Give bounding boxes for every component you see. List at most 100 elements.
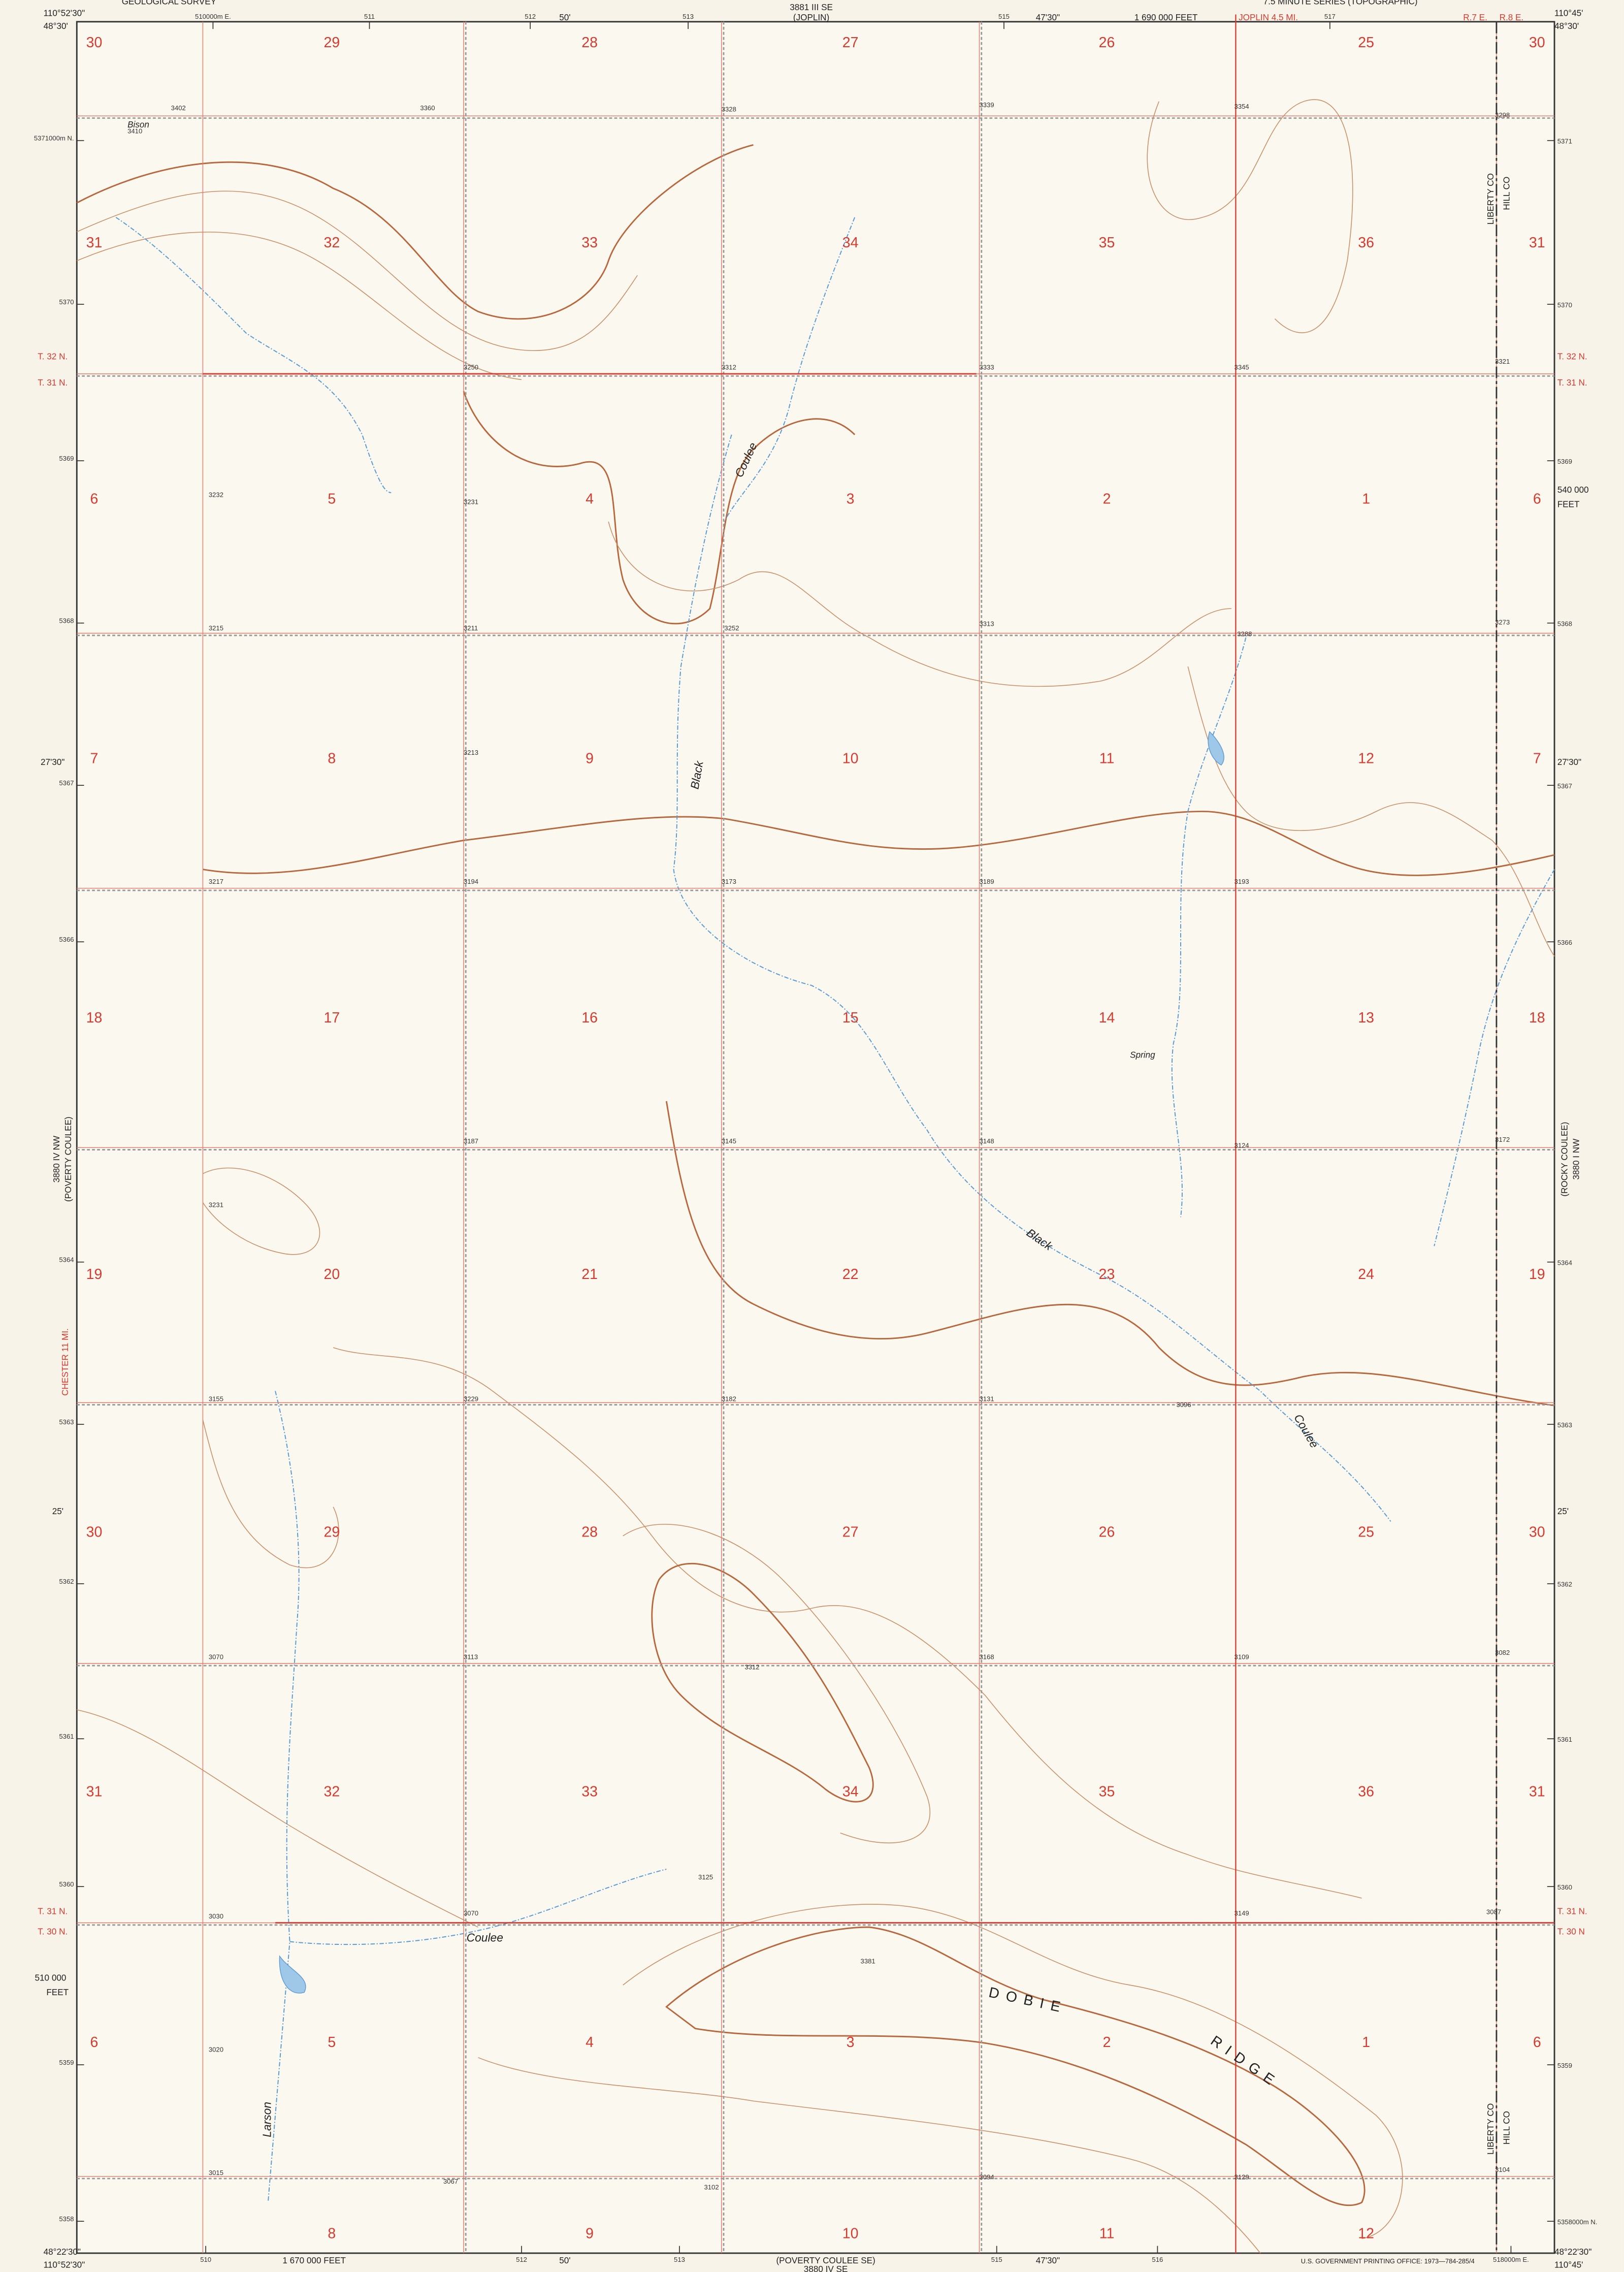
spot-elevation: 3172	[1495, 1136, 1510, 1143]
spot-elevation: 3298	[1495, 111, 1510, 119]
section-number: 25	[1358, 1524, 1374, 1541]
section-number: 15	[842, 1010, 859, 1026]
corner-lon: 110°52'30"	[44, 2260, 85, 2269]
section-number: 2	[1103, 2034, 1111, 2051]
utm-label: 5359	[59, 2059, 74, 2066]
contour	[623, 1904, 1403, 2239]
section-number: 1	[1362, 2034, 1370, 2051]
spot-elevation: 3273	[1495, 619, 1510, 626]
spot-elevation: 3131	[979, 1395, 994, 1403]
spot-elevation: 3402	[171, 104, 186, 112]
contour	[76, 144, 754, 320]
spot-elevation: 3288	[1237, 630, 1252, 637]
section-number: 11	[1099, 750, 1115, 766]
spot-elevation: 3189	[979, 878, 994, 885]
minute: 47'30"	[1036, 13, 1060, 22]
utm-label: 517	[1324, 13, 1336, 20]
utm-label: 510	[200, 2256, 211, 2263]
county-name: HILL CO	[1502, 177, 1512, 210]
section-number: 36	[1358, 1783, 1374, 1800]
minute: 27'30"	[1557, 757, 1581, 767]
section-number: 35	[1099, 1783, 1115, 1800]
utm-label: 512	[525, 13, 536, 20]
section-number: 23	[1099, 1266, 1115, 1283]
corner-lat: 48°30'	[1554, 21, 1579, 31]
utm-label: 511	[364, 13, 375, 20]
section-number: 34	[842, 1783, 859, 1800]
section-number: 8	[328, 2225, 336, 2242]
spot-elevation: 3250	[464, 363, 478, 371]
section-number: 27	[842, 35, 859, 51]
section-number: 31	[86, 235, 103, 251]
spot-elevation: 3312	[722, 363, 736, 371]
adjoining-name: (ROCKY COULEE)	[1560, 1122, 1570, 1197]
spot-elevation: 3339	[979, 101, 994, 109]
corner-lon: 110°45'	[1554, 2260, 1583, 2269]
section-number: 31	[1529, 235, 1545, 251]
utm-label: 510000m E.	[195, 13, 231, 20]
contour	[1147, 99, 1353, 333]
spot-elevation: 3149	[1235, 1909, 1249, 1917]
contour	[76, 190, 638, 351]
range: R.8 E.	[1500, 13, 1524, 22]
spot-elevation: 3070	[464, 1909, 478, 1917]
section-number: 12	[1358, 2225, 1374, 2242]
section-number: 34	[842, 235, 859, 251]
township-label: T. 32 N.	[1557, 351, 1587, 361]
county-name: LIBERTY CO	[1486, 2103, 1496, 2155]
utm-label: 5358000m N.	[1557, 2218, 1598, 2226]
section-number: 2	[1103, 491, 1111, 507]
section-number: 19	[1529, 1266, 1545, 1283]
road-destination: JOPLIN 4.5 MI.	[1239, 13, 1298, 22]
adjoining-sheet: 3881 III SE	[790, 3, 833, 12]
contour	[651, 1562, 874, 1803]
spot-elevation: 3067	[443, 2178, 458, 2185]
stream	[1171, 637, 1247, 1218]
section-number: 21	[581, 1266, 598, 1283]
minute: 27'30"	[41, 757, 64, 767]
utm-label: 5363	[59, 1418, 74, 1426]
spot-elevation: 3173	[722, 878, 736, 885]
section-number: 27	[842, 1524, 859, 1541]
section-number: 4	[586, 491, 594, 507]
contour	[463, 391, 856, 625]
utm-label: 513	[674, 2256, 685, 2263]
pond	[279, 1955, 306, 1994]
contour	[478, 2057, 1261, 2254]
contour	[202, 1420, 339, 1569]
spot-elevation: 3168	[979, 1653, 994, 1660]
utm-label: 5360	[59, 1880, 74, 1888]
utm-label: 5368	[59, 617, 74, 625]
section-number: 6	[1533, 491, 1541, 507]
contour	[665, 1926, 1366, 2206]
section-number: 20	[323, 1266, 340, 1283]
minute: 50'	[559, 2256, 570, 2265]
utm-label: 515	[998, 13, 1010, 20]
utm-label: 5367	[59, 779, 74, 787]
contour	[608, 521, 1231, 687]
section-number: 28	[581, 35, 598, 51]
printing-note: U.S. GOVERNMENT PRINTING OFFICE: 1973—78…	[1301, 2257, 1475, 2265]
section-number: 30	[86, 1524, 103, 1541]
place-name: Larson	[261, 2102, 274, 2137]
section-number: 33	[581, 1783, 598, 1800]
grid-feet: 1 690 000 FEET	[1134, 13, 1198, 22]
section-number: 25	[1358, 35, 1374, 51]
spot-elevation: 3102	[704, 2183, 719, 2191]
section-number: 31	[86, 1783, 103, 1800]
county-name: HILL CO	[1502, 2111, 1512, 2145]
section-number: 4	[586, 2034, 594, 2051]
contour	[203, 811, 1555, 876]
spot-elevation: 3231	[464, 498, 478, 506]
spot-elevation: 3155	[209, 1395, 223, 1403]
utm-label: 5371000m N.	[34, 135, 74, 142]
utm-label: 5368	[1557, 620, 1572, 627]
spot-elevation: 3313	[979, 620, 994, 627]
utm-label: 5363	[1557, 1421, 1572, 1429]
spot-elevation: 3410	[127, 127, 142, 135]
spot-elevation: 3182	[722, 1395, 736, 1403]
place-name: Bison	[127, 120, 149, 130]
utm-label: 5366	[1557, 939, 1572, 946]
minute: 25'	[1557, 1507, 1569, 1516]
